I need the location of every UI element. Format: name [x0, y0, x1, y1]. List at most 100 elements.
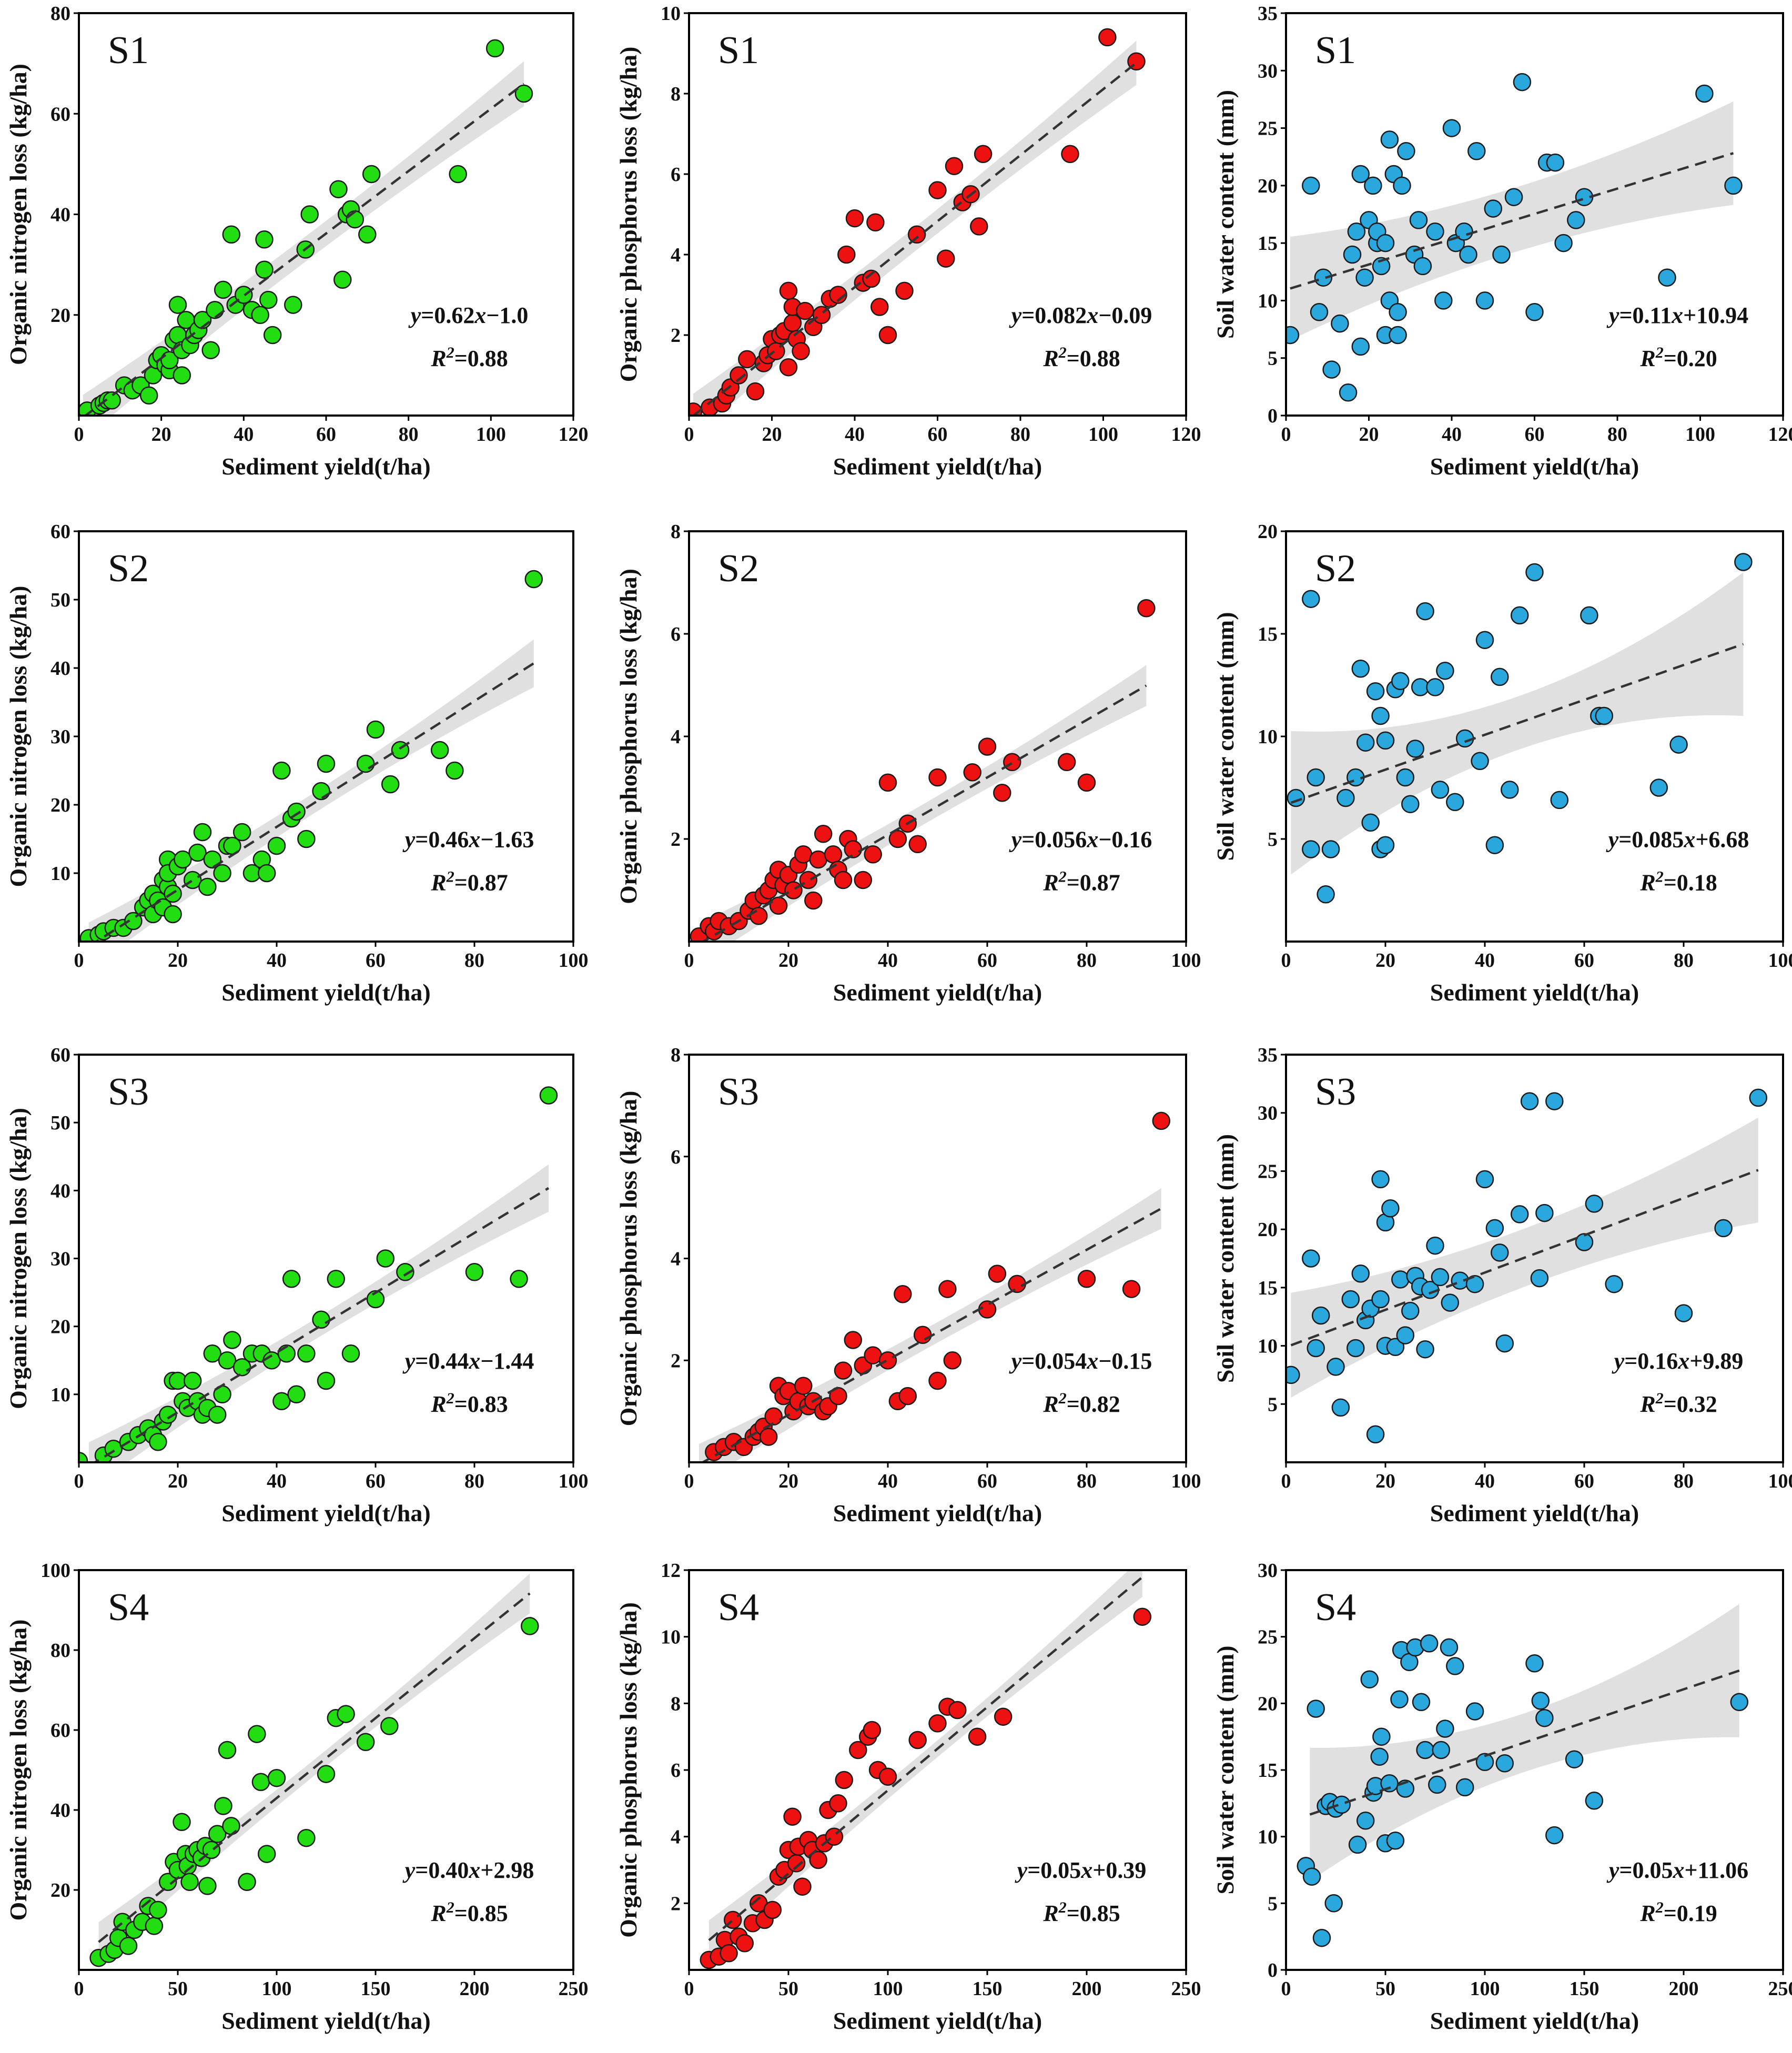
site-label: S3 — [718, 1070, 759, 1114]
data-point — [895, 281, 914, 300]
y-axis-title: Soil water content (mm) — [1212, 1134, 1239, 1383]
data-point — [214, 1797, 232, 1815]
y-tick-label: 8 — [671, 83, 681, 105]
data-point — [358, 225, 377, 244]
fit-line — [83, 83, 525, 416]
x-tick-label: 200 — [1669, 1978, 1699, 2000]
data-point — [1475, 291, 1494, 310]
data-point — [854, 871, 873, 889]
data-point — [829, 1794, 847, 1813]
data-point — [878, 1767, 897, 1786]
data-point — [938, 1280, 957, 1298]
data-point — [356, 1733, 375, 1752]
data-point — [894, 1285, 912, 1303]
data-point — [1580, 606, 1598, 625]
data-point — [1302, 840, 1320, 858]
data-point — [346, 210, 365, 229]
data-point — [824, 845, 843, 864]
data-point — [1459, 245, 1477, 264]
x-tick-label: 80 — [464, 949, 484, 972]
y-tick-label: 60 — [50, 1720, 70, 1742]
data-point — [844, 1331, 863, 1349]
x-tick-label: 0 — [1281, 1978, 1291, 2000]
fit-line — [692, 62, 1137, 416]
site-label: S1 — [108, 29, 149, 72]
data-point — [1749, 1088, 1768, 1107]
data-point — [356, 754, 375, 773]
data-point — [119, 1937, 138, 1955]
data-point — [1510, 606, 1529, 625]
data-point — [835, 1771, 854, 1789]
data-point — [1409, 211, 1428, 229]
data-point — [1317, 885, 1335, 904]
data-point — [287, 1385, 306, 1404]
data-point — [1307, 1339, 1325, 1358]
data-point — [297, 830, 316, 848]
data-point — [1492, 245, 1511, 264]
data-point — [1286, 326, 1300, 345]
data-point — [735, 1934, 754, 1953]
data-point — [1348, 1835, 1367, 1854]
data-point — [784, 881, 803, 899]
data-point — [1396, 768, 1415, 787]
regression-equation: y=0.05x+0.39 — [1015, 1857, 1147, 1883]
data-point — [888, 830, 907, 848]
x-tick-label: 40 — [878, 949, 898, 972]
plot-area — [700, 1570, 1152, 1969]
y-tick-label: 8 — [671, 1044, 681, 1066]
data-point — [180, 1873, 199, 1892]
x-tick-label: 100 — [1470, 1978, 1500, 2000]
y-tick-label: 15 — [1258, 1277, 1278, 1299]
y-tick-label: 5 — [1268, 348, 1278, 370]
data-point — [168, 296, 187, 314]
data-point — [124, 912, 143, 931]
data-point — [794, 845, 813, 864]
x-axis-title: Sediment yield(t/ha) — [833, 979, 1042, 1006]
data-point — [1381, 1199, 1400, 1218]
data-point — [963, 763, 981, 782]
site-label: S4 — [1315, 1586, 1356, 1629]
data-point — [1371, 1290, 1390, 1309]
data-point — [809, 1850, 827, 1869]
regression-equation: y=0.056x−0.16 — [1009, 827, 1152, 853]
data-point — [783, 1807, 802, 1826]
data-point — [1416, 1340, 1434, 1359]
data-point — [862, 269, 880, 288]
data-point — [1314, 268, 1333, 287]
y-tick-label: 40 — [50, 204, 70, 226]
data-point — [257, 1845, 276, 1863]
data-point — [1446, 793, 1464, 812]
fit-line — [98, 1592, 531, 1943]
y-tick-label: 30 — [1258, 60, 1278, 82]
data-point — [1396, 1326, 1415, 1344]
data-point — [1302, 590, 1320, 608]
data-point — [834, 1361, 853, 1380]
y-tick-label: 5 — [1268, 828, 1278, 851]
y-tick-label: 35 — [1258, 3, 1278, 25]
y-tick-label: 80 — [50, 3, 70, 25]
data-point — [866, 213, 885, 232]
data-point — [1545, 1092, 1564, 1110]
data-point — [1471, 752, 1489, 771]
y-tick-label: 8 — [671, 1693, 681, 1715]
data-point — [1343, 245, 1362, 264]
data-point — [376, 1249, 395, 1268]
x-tick-label: 250 — [1768, 1978, 1792, 2000]
data-point — [1465, 1275, 1484, 1293]
data-point — [1467, 142, 1486, 160]
data-point — [272, 761, 291, 780]
plot-area — [689, 28, 1146, 416]
y-axis-title: Soil water content (mm) — [1212, 90, 1239, 339]
chart-panel-s1-w: 0 20 40 60 80 100 120 0 5 10 15 20 25 30 35 Sediment yi… — [1212, 3, 1792, 480]
x-tick-label: 0 — [74, 1978, 84, 2000]
data-point — [1406, 740, 1424, 758]
data-point — [1441, 1293, 1460, 1312]
plot-area — [89, 1573, 539, 1967]
x-tick-label: 50 — [168, 1978, 188, 2000]
y-tick-label: 6 — [671, 623, 681, 645]
data-point — [327, 1270, 346, 1288]
data-point — [1436, 1720, 1454, 1738]
data-point — [928, 181, 947, 199]
data-point — [1485, 836, 1504, 854]
y-tick-label: 10 — [50, 863, 70, 885]
